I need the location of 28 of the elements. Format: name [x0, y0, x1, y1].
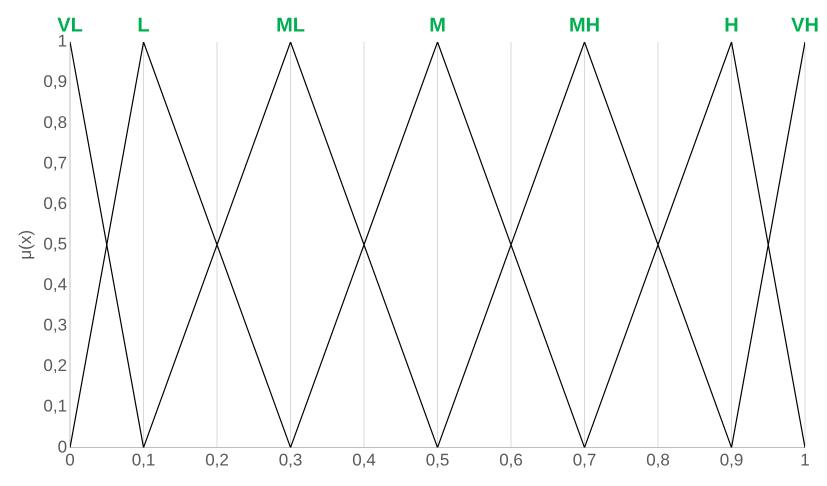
series-label: L [137, 14, 150, 37]
y-tick-label: 0,9 [43, 72, 68, 92]
y-tick-label: 0,1 [43, 396, 68, 416]
x-tick-label: 0,4 [352, 450, 376, 470]
x-tick-label: 0,5 [426, 450, 450, 470]
series-label: ML [276, 14, 305, 37]
x-tick-label: 0,6 [499, 450, 523, 470]
x-tick-label: 0,9 [720, 450, 744, 470]
y-axis-title: μ(x) [16, 230, 35, 260]
x-tick-label: 0,7 [572, 450, 596, 470]
x-tick-label: 0,1 [132, 450, 156, 470]
x-tick-label: 1 [800, 450, 810, 470]
series-label: H [724, 14, 739, 37]
series-label: VH [791, 14, 819, 37]
series-label: M [429, 14, 446, 37]
y-tick-label: 0,8 [43, 112, 68, 132]
y-tick-label: 0,5 [43, 234, 68, 254]
y-tick-label: 0,2 [43, 356, 68, 376]
y-tick-label: 0,7 [43, 153, 68, 172]
y-tick-label: 0,4 [43, 275, 68, 294]
x-tick-label: 0,3 [278, 450, 302, 470]
series-label: MH [568, 14, 600, 37]
y-tick-label: 0,3 [43, 316, 68, 335]
y-tick-label: 1 [58, 32, 68, 51]
y-tick-label: 0,6 [43, 194, 68, 213]
y-tick-label: 0 [58, 437, 68, 456]
x-tick-label: 0,2 [205, 450, 229, 470]
x-tick-label: 0,8 [646, 450, 670, 470]
